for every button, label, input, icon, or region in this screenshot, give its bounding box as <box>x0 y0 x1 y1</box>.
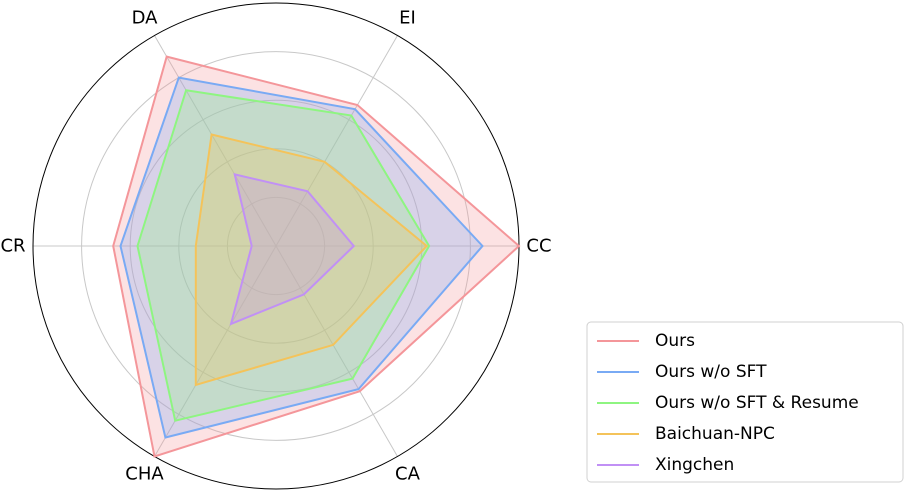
axis-label-cc: CC <box>526 236 551 257</box>
series-line-baichuan-npc <box>194 133 429 387</box>
axis-label-cha: CHA <box>125 463 164 484</box>
axis-label-ca: CA <box>395 463 421 484</box>
series-lines <box>112 55 521 458</box>
legend-label-ours-w-o-sft-resume: Ours w/o SFT & Resume <box>655 393 859 413</box>
series-line-xingchen <box>229 173 356 326</box>
series-fill-ours-w-o-sft-resume <box>137 90 430 421</box>
legend-label-ours: Ours <box>655 331 695 351</box>
series-line-ours-w-o-sft <box>119 76 484 439</box>
axis-spoke-ca <box>275 245 398 457</box>
axis-label-ei: EI <box>399 8 416 29</box>
legend-label-baichuan-npc: Baichuan-NPC <box>655 424 775 444</box>
series-fill-ours <box>113 56 519 457</box>
axis-label-cr: CR <box>0 236 25 257</box>
axis-labels: CC EI DA CR CHA CA <box>0 8 551 485</box>
series-line-ours <box>112 55 521 458</box>
legend-label-ours-w-o-sft: Ours w/o SFT <box>655 362 767 382</box>
legend: Ours Ours w/o SFT Ours w/o SFT & Resume Bai… <box>586 321 904 483</box>
legend-box <box>586 321 904 483</box>
series-fill-baichuan-npc <box>195 134 427 385</box>
axis-spoke-ei <box>275 35 398 247</box>
series-fill-xingchen <box>231 174 354 324</box>
series-line-ours-w-o-sft-resume <box>136 89 431 422</box>
axis-label-da: DA <box>132 8 159 29</box>
legend-label-xingchen: Xingchen <box>655 455 734 475</box>
axis-spoke-da <box>154 35 277 247</box>
series-fill-ours-w-o-sft <box>120 77 483 438</box>
series-fills <box>113 56 519 457</box>
